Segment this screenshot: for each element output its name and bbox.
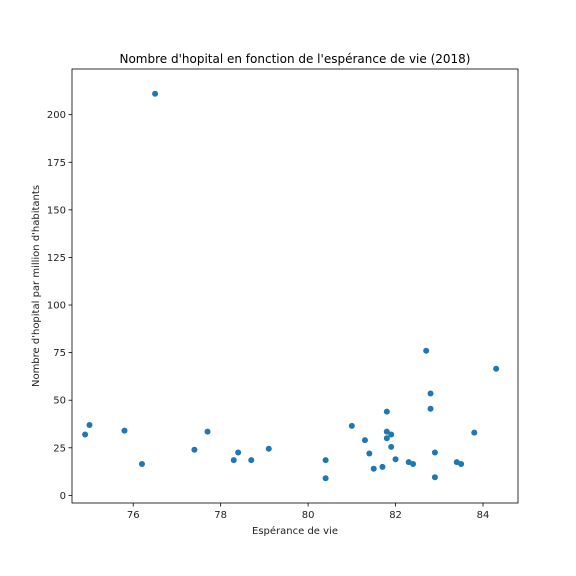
data-point <box>383 408 390 415</box>
x-axis: 76 78 80 82 84 <box>127 503 490 521</box>
x-tick-label: 78 <box>214 510 227 521</box>
y-tick-label: 125 <box>47 253 66 264</box>
data-point <box>230 457 237 464</box>
x-tick-label: 82 <box>389 510 402 521</box>
data-point <box>204 428 211 435</box>
data-point <box>379 463 386 470</box>
x-tick-label: 84 <box>477 510 490 521</box>
y-axis: 0 25 50 75 100 125 150 175 200 <box>47 110 72 502</box>
y-tick-label: 75 <box>53 348 66 359</box>
data-point <box>322 475 329 482</box>
y-tick-label: 25 <box>53 443 66 454</box>
data-point <box>493 365 500 372</box>
data-point <box>138 460 145 467</box>
data-point <box>423 347 430 354</box>
plot-area: 76 78 80 82 84 0 25 50 75 100 125 150 175 200 <box>47 68 519 521</box>
data-point <box>431 449 438 456</box>
x-tick-label: 80 <box>302 510 315 521</box>
data-point <box>235 449 242 456</box>
data-point <box>121 427 128 434</box>
data-point <box>361 437 368 444</box>
data-point <box>383 428 390 435</box>
data-point <box>322 457 329 464</box>
data-point <box>388 443 395 450</box>
data-point <box>248 457 255 464</box>
data-point <box>383 435 390 442</box>
data-point <box>427 405 434 412</box>
data-point <box>348 422 355 429</box>
axes-frame <box>71 68 519 504</box>
data-point <box>370 465 377 472</box>
data-point <box>82 431 89 438</box>
y-axis-label: Nombre d'hopital par million d'habitants <box>31 185 42 387</box>
data-point <box>392 456 399 463</box>
data-point <box>427 390 434 397</box>
data-point <box>191 446 198 453</box>
y-tick-label: 50 <box>53 396 66 407</box>
data-point <box>265 445 272 452</box>
data-point <box>366 450 373 457</box>
data-point <box>431 474 438 481</box>
data-points <box>82 90 500 482</box>
y-tick-label: 0 <box>60 491 66 502</box>
data-point <box>152 90 159 97</box>
chart-title: Nombre d'hopital en fonction de l'espéra… <box>119 52 470 66</box>
x-axis-label: Espérance de vie <box>252 525 338 537</box>
y-tick-label: 150 <box>47 205 66 216</box>
y-tick-label: 100 <box>47 301 66 312</box>
data-point <box>86 421 93 428</box>
data-point <box>458 460 465 467</box>
data-point <box>410 460 417 467</box>
data-point <box>388 431 395 438</box>
data-point <box>471 429 478 436</box>
y-tick-label: 175 <box>47 158 66 169</box>
x-tick-label: 76 <box>127 510 140 521</box>
y-tick-label: 200 <box>47 110 66 121</box>
